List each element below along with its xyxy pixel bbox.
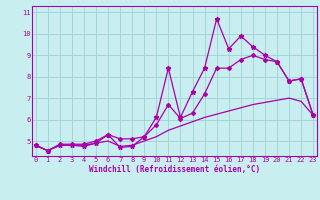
X-axis label: Windchill (Refroidissement éolien,°C): Windchill (Refroidissement éolien,°C) (89, 165, 260, 174)
